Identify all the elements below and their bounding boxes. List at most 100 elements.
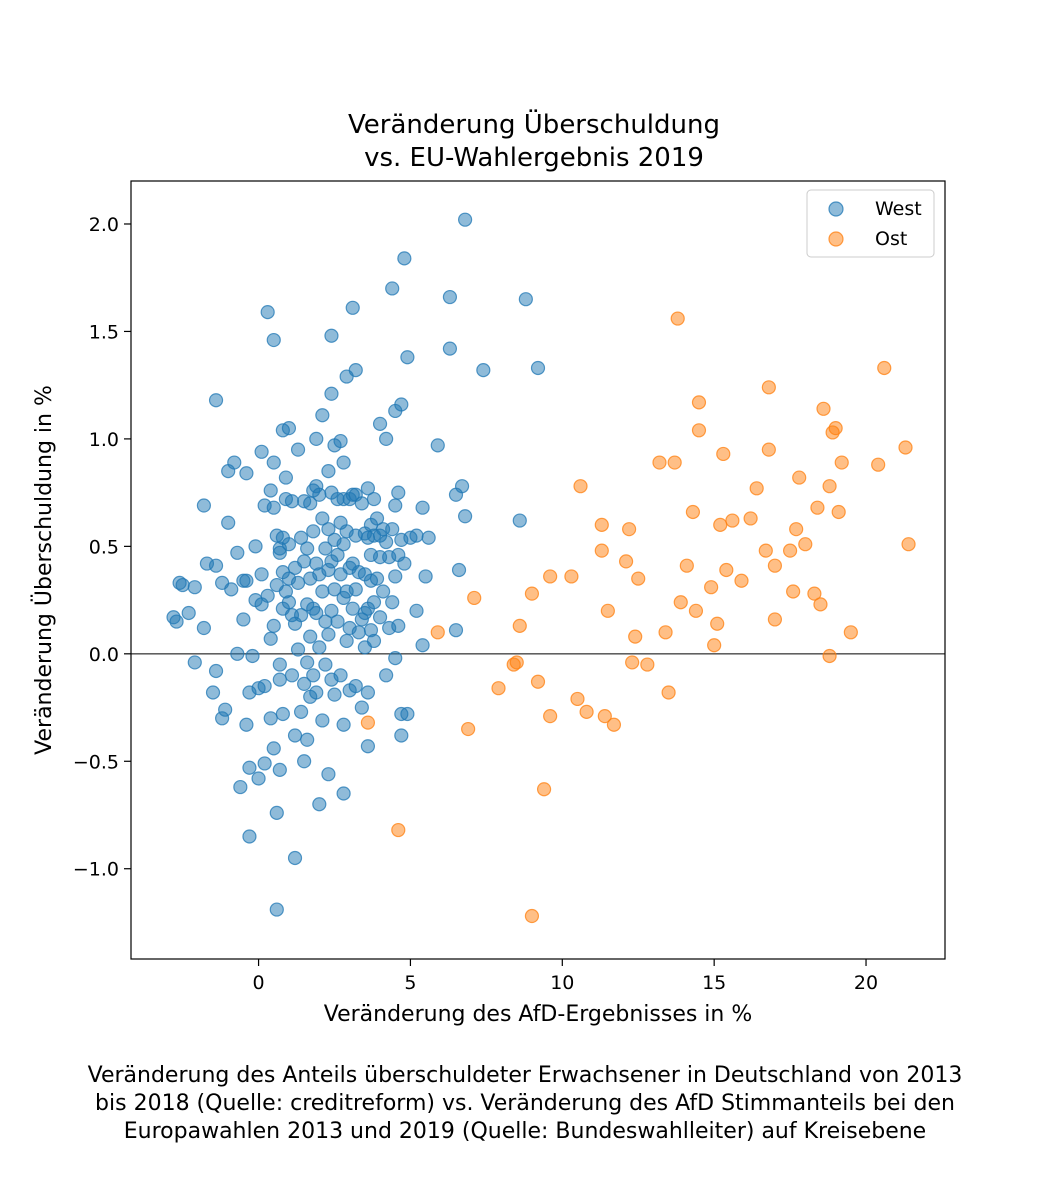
data-point-west [330,614,345,629]
data-point-west [266,455,281,470]
data-point-ost [360,715,376,730]
axes-frame [130,180,946,960]
data-point-ost [767,612,783,627]
data-point-west [227,455,242,470]
data-point-west [324,386,339,401]
data-point-west [230,646,245,661]
data-point-west [239,573,254,588]
data-point-west [321,522,336,537]
data-point-ost [789,522,804,537]
data-point-west [272,657,287,672]
data-point-west [385,281,400,296]
data-point-west [360,481,376,496]
data-point-ost [391,822,406,838]
data-point-west [442,341,458,356]
data-point-ost [597,709,612,724]
data-point-ost [901,537,916,552]
data-point-west [394,728,409,743]
legend-label-ost: Ost [875,228,907,250]
data-point-west [448,623,464,638]
data-point-west [348,582,363,597]
data-point-west [366,633,382,649]
data-point-west [263,483,278,498]
data-point-west [181,605,196,621]
data-point-west [230,545,245,560]
data-point-ost [743,511,758,526]
data-point-ost [822,648,837,664]
data-point-ost [704,580,719,595]
data-point-ost [543,569,558,584]
data-point-ost [509,655,524,670]
data-point-ost [898,440,913,455]
data-point-west [187,655,202,670]
data-point-ost [792,470,807,485]
x-axis-label: Veränderung des AfD-Ergebnisses in % [324,1002,753,1027]
caption-line-2: bis 2018 (Quelle: creditreform) vs. Verä… [95,1091,955,1116]
data-point-ost [579,704,594,719]
data-point-west [284,668,300,683]
data-point-ost [491,681,506,696]
data-point-west [318,657,333,672]
data-point-west [512,513,527,528]
y-tick-label: 0.0 [89,644,119,666]
data-point-west [385,522,400,537]
data-point-west [442,289,458,305]
x-tick-label: 10 [550,972,574,994]
data-point-west [290,442,306,457]
data-point-ost [600,603,615,618]
y-tick-label: 0.5 [89,536,119,558]
data-point-ost [843,625,858,640]
data-point-west [351,625,366,640]
data-point-west [281,421,297,436]
data-point-west [397,251,412,266]
data-point-west [324,328,339,343]
data-point-ost [691,395,707,410]
data-point-ost [688,603,704,618]
data-point-west [218,702,233,717]
data-points [166,212,916,924]
data-point-west [281,595,297,610]
data-point-west [336,537,351,552]
caption-line-3: Europawahlen 2013 und 2019 (Quelle: Bund… [123,1119,927,1144]
data-point-west [385,595,400,610]
x-tick-label: 20 [854,972,878,994]
data-point-west [360,739,376,754]
data-point-west [348,678,363,694]
data-point-west [397,556,412,571]
data-point-west [300,541,315,556]
data-point-ost [631,571,646,586]
legend-marker-west [828,201,844,217]
data-point-west [309,685,324,700]
data-point-ost [707,638,722,653]
data-point-ost [543,709,558,724]
data-point-west [306,524,321,539]
data-point-ost [679,558,694,573]
data-point-west [400,706,415,722]
x-tick-label: 15 [702,972,726,994]
data-point-west [287,728,303,743]
data-point-west [306,668,321,683]
data-point-west [293,704,309,719]
data-point-west [242,760,257,775]
data-point-west [315,511,330,526]
data-point-ost [713,517,728,532]
data-point-west [454,479,470,494]
data-point-ost [570,691,585,707]
data-point-west [257,678,272,694]
data-point-west [208,663,224,679]
data-point-ost [691,423,707,438]
data-point-west [272,762,287,777]
data-point-west [360,685,376,700]
data-point-west [208,393,224,408]
data-point-ost [524,586,540,601]
data-point-west [293,608,309,623]
figure-caption: Veränderung des Anteils überschuldeter E… [0,1062,1050,1146]
data-point-ost [685,504,701,520]
data-point-ost [767,558,783,573]
data-point-west [205,685,221,700]
x-tick-label: 5 [404,972,416,994]
y-tick-label: −1.0 [73,859,119,881]
data-point-ost [782,543,798,558]
data-point-ost [807,586,822,601]
data-point-ost [670,311,685,326]
